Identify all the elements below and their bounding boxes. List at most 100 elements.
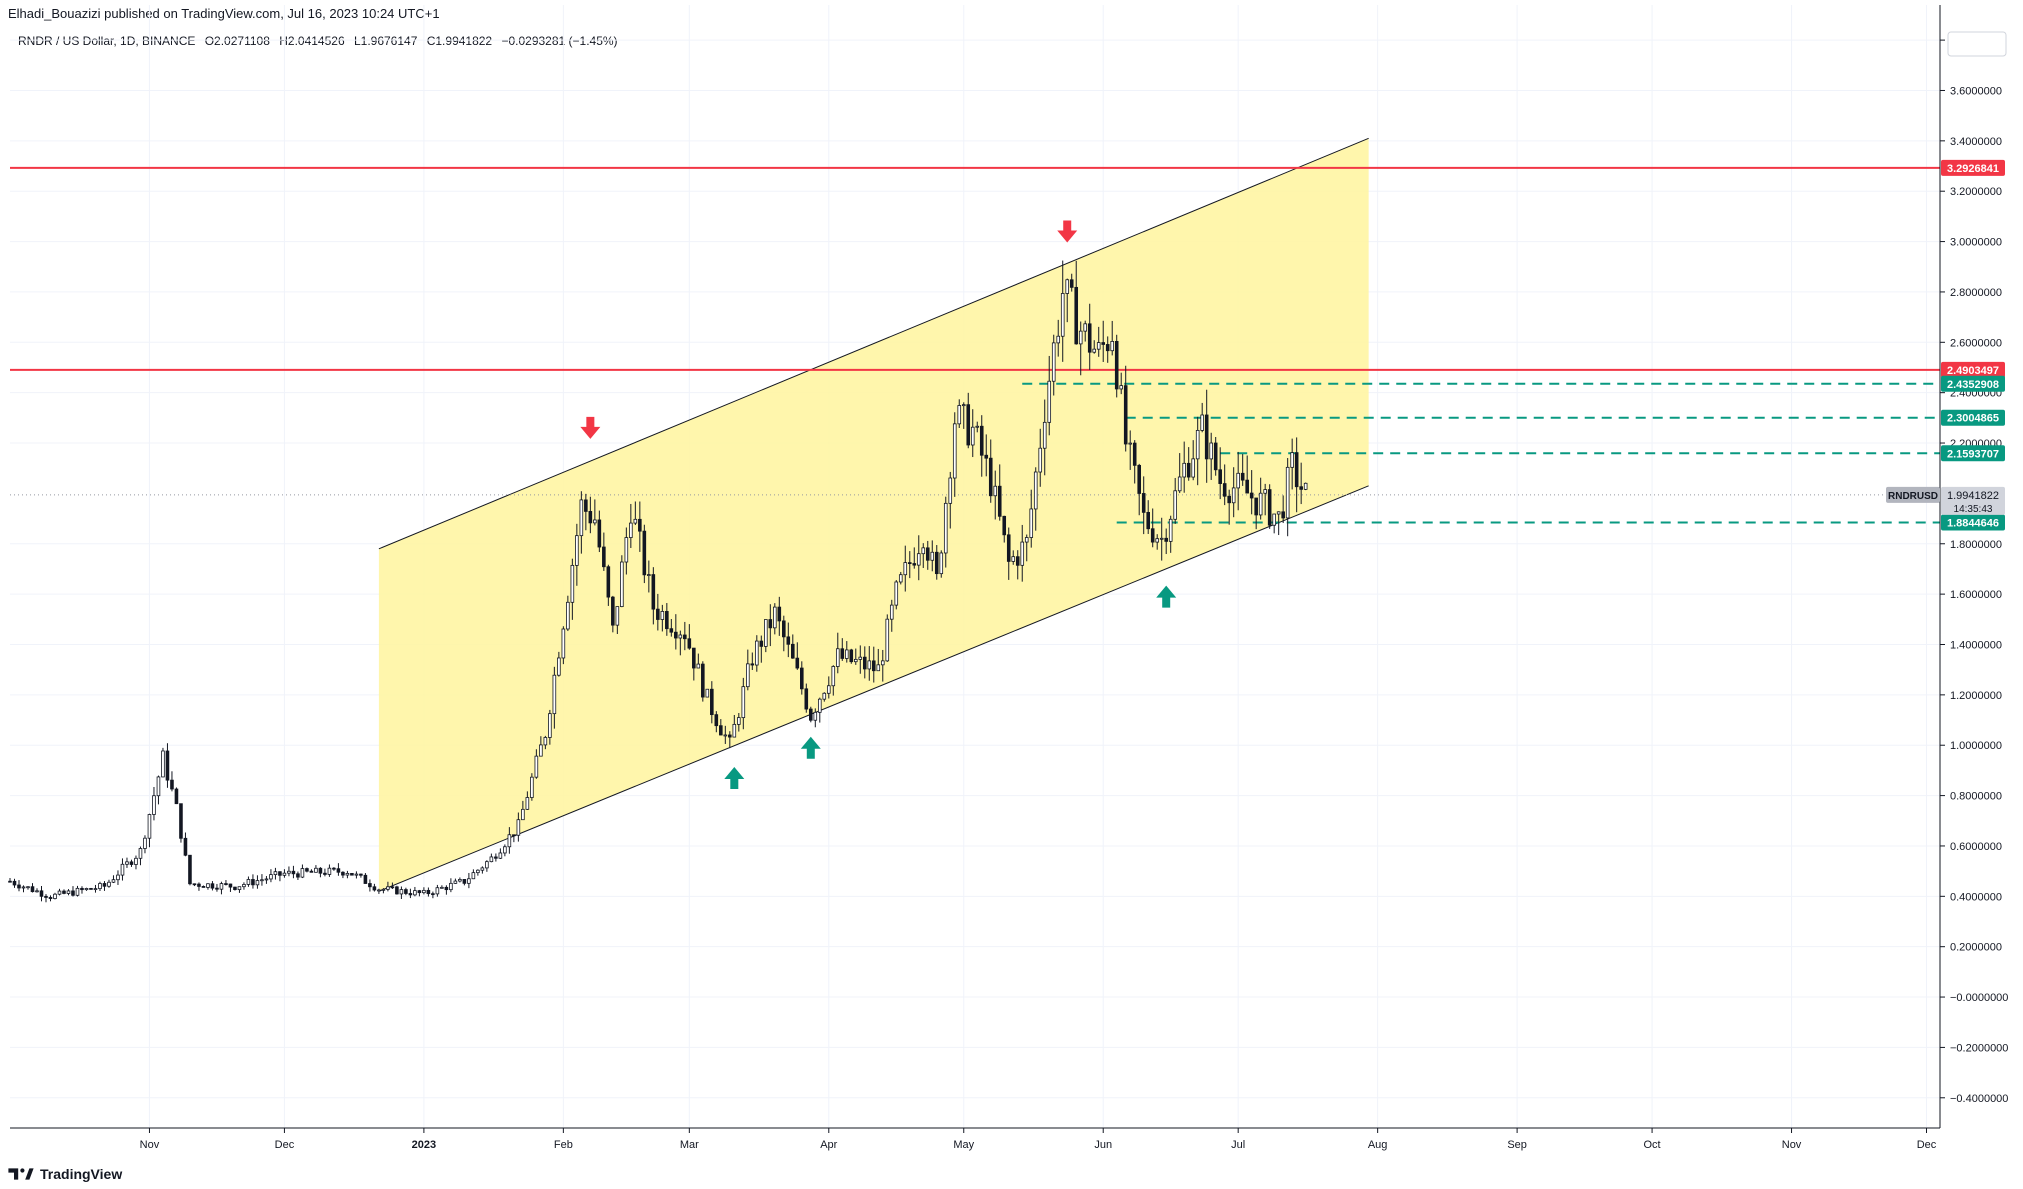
candle-body[interactable] [1132,442,1137,466]
candle-body[interactable] [512,834,516,837]
candle-body[interactable] [885,618,890,662]
candle-body[interactable] [579,499,584,537]
candle-body[interactable] [521,808,525,821]
candle-body[interactable] [12,880,17,886]
candle-body[interactable] [800,667,804,690]
candle-body[interactable] [89,888,93,890]
candle-body[interactable] [485,861,489,869]
candle-body[interactable] [674,631,678,639]
candle-body[interactable] [1006,534,1011,562]
candle-body[interactable] [26,886,30,889]
candle-body[interactable] [116,874,120,881]
candle-body[interactable] [557,657,561,676]
candle-body[interactable] [57,890,62,895]
candle-body[interactable] [48,897,53,899]
candle-body[interactable] [719,725,723,736]
candle-body[interactable] [296,873,300,878]
candle-body[interactable] [1114,341,1119,390]
candle-body[interactable] [849,649,854,663]
candle-body[interactable] [458,879,462,882]
candle-body[interactable] [1245,479,1249,494]
candle-body[interactable] [835,648,840,667]
candle-body[interactable] [345,872,350,876]
candle-body[interactable] [575,535,579,566]
candle-body[interactable] [1056,335,1061,344]
candle-body[interactable] [1276,511,1281,515]
candle-body[interactable] [782,620,786,638]
candle-body[interactable] [134,857,138,865]
candle-body[interactable] [773,606,777,629]
candlestick-series[interactable] [8,260,1308,903]
candle-body[interactable] [530,776,534,798]
candle-body[interactable] [723,734,728,737]
candle-body[interactable] [552,674,557,715]
arrow-down-icon[interactable] [1057,220,1078,243]
candle-body[interactable] [305,868,309,872]
candle-body[interactable] [970,426,975,446]
candle-body[interactable] [732,723,737,738]
candle-body[interactable] [1191,458,1195,478]
candle-body[interactable] [660,611,665,620]
candle-body[interactable] [795,657,800,669]
candle-body[interactable] [912,563,917,566]
signal-arrows[interactable] [580,220,1177,789]
arrow-up-icon[interactable] [724,766,745,789]
candle-body[interactable] [1060,293,1065,337]
horizontal-levels[interactable] [10,166,1940,524]
candle-body[interactable] [395,886,399,895]
candle-body[interactable] [786,636,791,645]
candle-body[interactable] [1204,414,1209,460]
candle-body[interactable] [894,581,899,606]
candle-body[interactable] [1096,342,1101,350]
candle-body[interactable] [764,619,768,647]
candle-body[interactable] [1065,279,1070,294]
candle-body[interactable] [399,889,404,895]
candle-body[interactable] [359,873,363,876]
candle-body[interactable] [826,685,831,694]
candle-body[interactable] [611,596,615,626]
candle-body[interactable] [282,872,287,876]
candle-body[interactable] [925,547,930,561]
candle-body[interactable] [507,834,512,848]
candle-body[interactable] [1038,447,1043,473]
candle-body[interactable] [462,879,467,884]
candle-body[interactable] [1263,489,1267,494]
candle-body[interactable] [741,686,746,719]
candle-body[interactable] [1236,472,1240,489]
candle-body[interactable] [350,872,354,876]
candle-body[interactable] [561,628,566,659]
candle-body[interactable] [1119,385,1124,390]
candle-body[interactable] [516,819,521,836]
candle-body[interactable] [791,643,795,659]
candle-body[interactable] [1173,490,1177,520]
candle-body[interactable] [467,878,471,884]
candle-body[interactable] [539,744,543,757]
candle-body[interactable] [1141,493,1146,513]
candle-body[interactable] [1011,556,1016,562]
candle-body[interactable] [53,893,57,899]
candle-body[interactable] [161,750,165,778]
candle-body[interactable] [853,658,858,663]
candle-body[interactable] [1069,279,1074,288]
candle-body[interactable] [701,663,705,698]
candle-body[interactable] [597,519,602,548]
candle-body[interactable] [979,425,984,456]
candle-body[interactable] [1258,492,1263,516]
candle-body[interactable] [633,518,638,524]
candle-body[interactable] [1240,472,1245,481]
candle-body[interactable] [1168,518,1173,542]
candle-body[interactable] [224,883,228,885]
tradingview-footer[interactable]: TradingView [8,1166,122,1182]
candle-body[interactable] [179,803,183,839]
candle-body[interactable] [71,890,75,896]
candle-body[interactable] [678,634,683,639]
candle-body[interactable] [997,485,1002,517]
price-chart[interactable]: −0.4000000 −0.2000000 −0.0000000 0.2000000 0… [0,0,2023,1160]
candle-body[interactable] [692,647,696,669]
candle-body[interactable] [638,518,642,532]
candle-body[interactable] [1087,323,1092,353]
candle-body[interactable] [988,457,993,497]
candle-body[interactable] [30,886,35,893]
candle-body[interactable] [291,870,296,875]
candle-body[interactable] [192,883,197,886]
